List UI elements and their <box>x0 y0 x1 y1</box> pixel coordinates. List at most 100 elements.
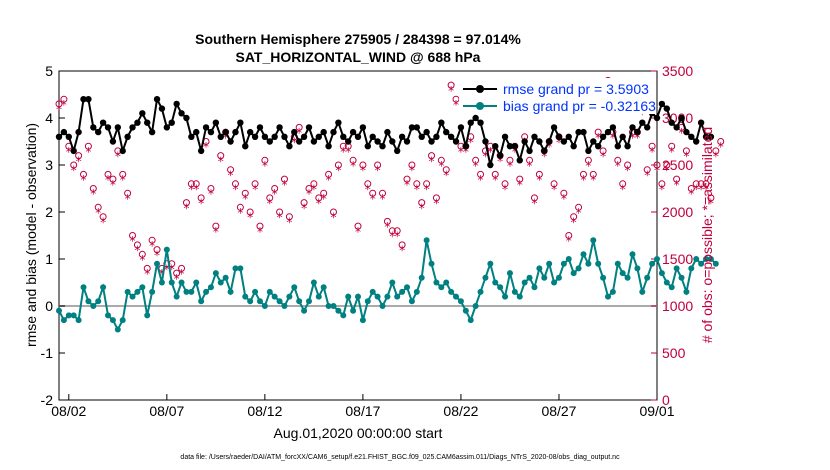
obs-possible-marker <box>413 180 421 188</box>
bias-point <box>207 284 214 291</box>
bias-point <box>624 274 631 281</box>
bias-point <box>301 307 308 314</box>
rmse-point <box>251 133 259 140</box>
bias-point <box>379 303 386 309</box>
bias-point <box>105 312 112 319</box>
rmse-point <box>683 128 690 136</box>
obs-assimilated-marker: * <box>174 272 180 286</box>
obs-assimilated-marker: * <box>443 168 449 182</box>
obs-assimilated-marker: * <box>576 206 582 220</box>
bias-point <box>183 288 190 295</box>
obs-possible-marker <box>506 156 514 164</box>
obs-possible-marker <box>349 156 357 164</box>
obs-assimilated-marker: * <box>639 107 645 121</box>
obs-possible-marker <box>379 189 387 197</box>
obs-possible-marker <box>692 180 700 188</box>
bias-point <box>222 274 229 281</box>
bias-point <box>477 288 484 295</box>
obs-possible-marker <box>251 180 259 188</box>
rmse-point <box>418 133 425 140</box>
bias-point <box>95 298 102 305</box>
rmse-point <box>330 128 337 136</box>
bias-point <box>668 284 675 291</box>
bias-point <box>281 303 288 309</box>
bias-point <box>487 260 494 267</box>
rmse-point <box>315 133 322 140</box>
obs-assimilated-marker: * <box>571 215 577 229</box>
obs-assimilated-marker: * <box>409 164 415 178</box>
obs-possible-marker <box>550 180 558 188</box>
bias-point <box>114 326 121 333</box>
bias-point <box>502 293 509 300</box>
obs-assimilated-marker: * <box>419 201 425 215</box>
obs-assimilated-marker: * <box>492 173 498 187</box>
obs-assimilated-marker: * <box>453 98 459 112</box>
bias-point <box>203 288 210 295</box>
rmse-point <box>359 124 367 131</box>
rmse-point <box>560 138 568 145</box>
bias-point <box>163 246 170 253</box>
obs-possible-marker <box>560 189 568 197</box>
obs-assimilated-marker: * <box>188 183 194 197</box>
y-tick-label-right: 2000 <box>662 204 693 220</box>
obs-assimilated-marker: * <box>252 183 258 197</box>
x-tick-label: 08/12 <box>247 403 282 419</box>
bias-point <box>227 288 234 295</box>
bias-point <box>144 312 151 319</box>
obs-possible-marker <box>329 208 337 216</box>
bias-point <box>247 298 254 305</box>
rmse-point <box>570 143 577 150</box>
obs-assimilated-marker: * <box>380 192 386 206</box>
obs-possible-marker <box>707 194 715 202</box>
obs-possible-marker <box>388 227 396 235</box>
bias-point <box>678 274 685 281</box>
rmse-point <box>403 138 411 145</box>
plot-area <box>58 70 658 401</box>
bias-point <box>703 256 710 262</box>
bias-point <box>698 260 705 267</box>
obs-possible-marker <box>285 213 293 221</box>
rmse-point <box>148 128 156 136</box>
bias-point <box>511 288 518 295</box>
obs-assimilated-marker: * <box>399 244 405 258</box>
rmse-point <box>129 124 136 131</box>
rmse-point <box>472 114 479 122</box>
y-tick-label-right: 500 <box>662 345 686 361</box>
bias-point <box>350 307 357 314</box>
obs-assimilated-marker: * <box>179 267 185 281</box>
obs-assimilated-marker: * <box>615 159 621 173</box>
rmse-point <box>423 128 430 136</box>
obs-assimilated-marker: * <box>340 145 346 159</box>
tick-layer: -2-1012345050010001500200025003000350008… <box>41 63 694 419</box>
bias-point <box>399 288 406 295</box>
obs-possible-marker <box>398 241 406 249</box>
obs-possible-marker <box>565 232 573 239</box>
obs-possible-marker <box>217 152 225 160</box>
bias-point <box>340 312 347 319</box>
bias-point <box>364 298 371 305</box>
obs-assimilated-marker: * <box>473 159 479 173</box>
obs-assimilated-marker: * <box>541 150 547 164</box>
obs-assimilated-marker: * <box>296 126 302 140</box>
rmse-point <box>501 133 509 140</box>
bias-point <box>335 307 342 314</box>
rmse-point <box>178 110 185 117</box>
obs-possible-marker <box>383 217 391 225</box>
y-tick-label-left: 0 <box>45 298 53 314</box>
rmse-point <box>452 138 460 145</box>
bias-point <box>80 284 87 291</box>
obs-possible-marker <box>614 156 622 164</box>
obs-assimilated-marker: * <box>154 248 160 262</box>
obs-possible-marker <box>182 199 190 207</box>
bias-point <box>90 303 97 309</box>
obs-assimilated-marker: * <box>272 187 278 201</box>
bias-point <box>296 298 303 305</box>
obs-possible-marker <box>624 161 632 169</box>
obs-assimilated-marker: * <box>237 206 243 220</box>
bias-point <box>70 312 77 319</box>
rmse-point <box>256 124 264 131</box>
obs-possible-marker <box>374 161 382 169</box>
y-tick-label-right: 0 <box>662 392 670 408</box>
obs-possible-marker <box>133 241 141 249</box>
rmse-point <box>590 138 597 145</box>
